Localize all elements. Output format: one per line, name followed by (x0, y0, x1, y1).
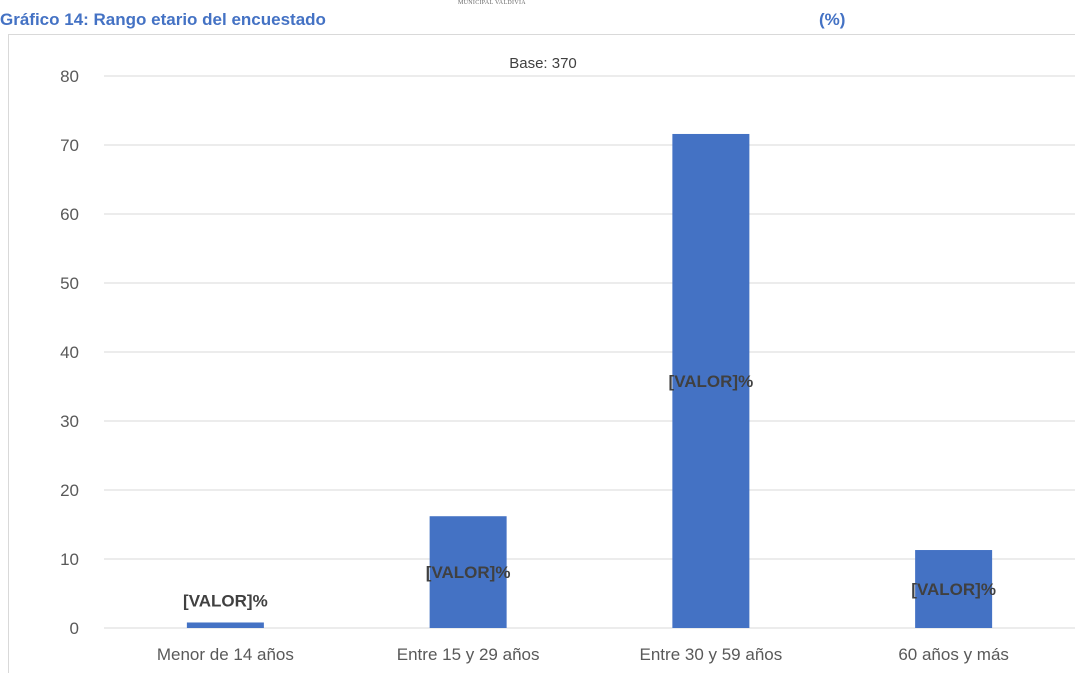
bar (429, 516, 507, 628)
bar (915, 550, 993, 628)
bar (672, 133, 750, 628)
x-tick-label: Entre 30 y 59 años (640, 645, 783, 664)
chart-area: 0 10 20 30 40 50 60 70 80 Base: 370 Menor de 14 añ… (8, 34, 1075, 673)
bar-chart: 0 10 20 30 40 50 60 70 80 Base: 370 Menor de 14 añ… (60, 55, 1075, 664)
base-note: Base: 370 (509, 55, 577, 72)
data-label: [VALOR]% (183, 591, 268, 610)
data-label: [VALOR]% (426, 563, 511, 582)
x-tick-label: 60 años y más (898, 645, 1009, 664)
data-label: [VALOR]% (669, 372, 754, 391)
y-tick-label: 20 (60, 481, 79, 500)
x-tick-label: Entre 15 y 29 años (397, 645, 540, 664)
bar (186, 622, 264, 628)
y-tick-label: 80 (60, 67, 79, 86)
y-tick-label: 10 (60, 550, 79, 569)
y-tick-label: 40 (60, 343, 79, 362)
y-tick-label: 0 (70, 619, 79, 638)
y-tick-label: 60 (60, 205, 79, 224)
x-tick-label: Menor de 14 años (157, 645, 294, 664)
data-label: [VALOR]% (911, 580, 996, 599)
chart-title: Gráfico 14: Rango etario del encuestado (0, 10, 326, 29)
y-tick-label: 30 (60, 412, 79, 431)
unit-label: (%) (819, 10, 846, 29)
logo-text: MUNICIPAL VALDIVIA (458, 0, 526, 6)
chart-header: Gráfico 14: Rango etario del encuestado … (0, 0, 1075, 34)
y-tick-label: 50 (60, 274, 79, 293)
y-tick-label: 70 (60, 136, 79, 155)
